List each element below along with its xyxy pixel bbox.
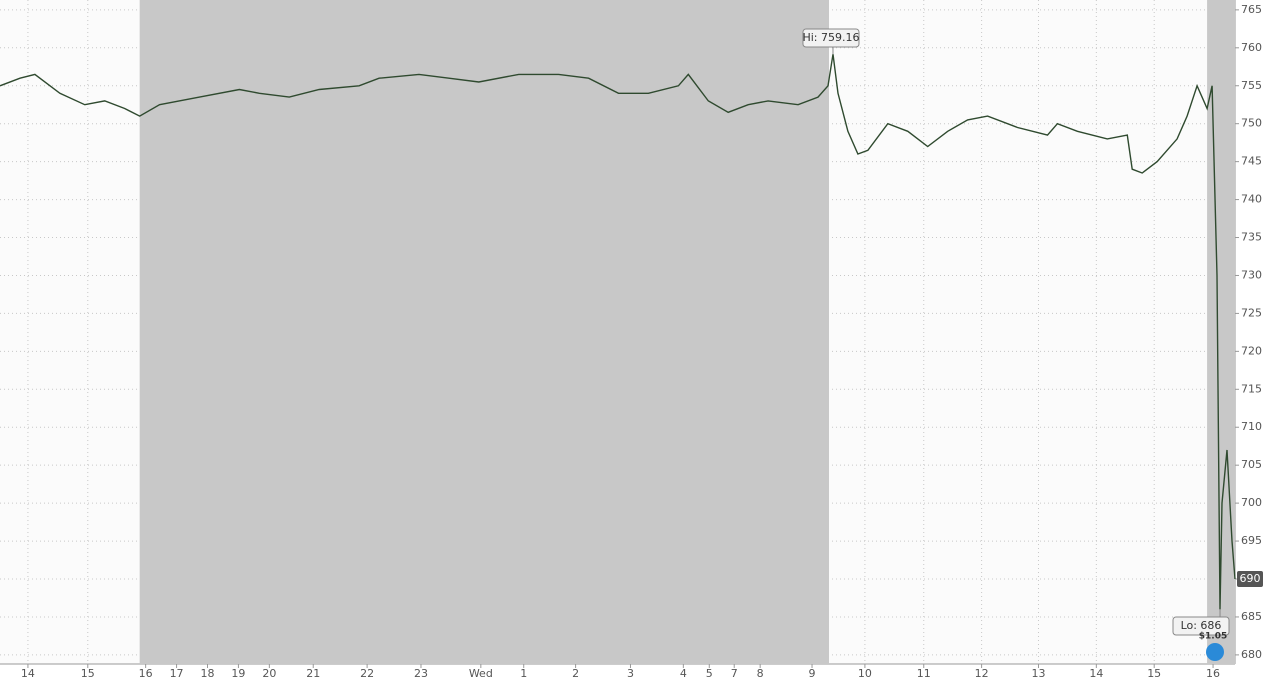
x-tick-label: 18	[200, 667, 214, 680]
x-tick-label: 16	[1206, 667, 1220, 680]
y-tick-label: 680	[1241, 648, 1262, 661]
y-tick-label: 735	[1241, 231, 1262, 244]
y-tick-label: 760	[1241, 41, 1262, 54]
y-tick-label: 705	[1241, 458, 1262, 471]
last-price-label: 690	[1240, 572, 1261, 585]
x-tick-label: 4	[680, 667, 687, 680]
x-tick-label: 14	[1089, 667, 1103, 680]
x-tick-label: 22	[360, 667, 374, 680]
x-tick-label: 19	[231, 667, 245, 680]
y-tick-label: 695	[1241, 534, 1262, 547]
x-tick-label: 23	[414, 667, 428, 680]
x-tick-label: 3	[627, 667, 634, 680]
event-icon	[1206, 643, 1224, 661]
y-tick-label: 725	[1241, 306, 1262, 319]
last-price-box	[1237, 571, 1263, 588]
y-tick-label: 715	[1241, 382, 1262, 395]
x-tick-label: 12	[975, 667, 989, 680]
y-tick-label: 730	[1241, 268, 1262, 281]
x-tick-label: 9	[809, 667, 816, 680]
x-tick-label: 10	[858, 667, 872, 680]
x-tick-label: 1	[520, 667, 527, 680]
y-tick-label: 740	[1241, 193, 1262, 206]
high-annotation: Hi: 759.16	[802, 28, 860, 55]
x-tick-label: Wed	[469, 667, 493, 680]
low-annotation-text: Lo: 686	[1181, 619, 1222, 632]
x-tick-label: 17	[170, 667, 184, 680]
session-shade	[139, 0, 829, 664]
x-tick-label: 20	[262, 667, 276, 680]
price-line	[0, 54, 1236, 610]
x-tick-label: 15	[81, 667, 95, 680]
low-annotation: Lo: 686	[1172, 609, 1230, 636]
x-tick-label: 2	[572, 667, 579, 680]
y-tick-label: 765	[1241, 3, 1262, 16]
y-tick-label: 685	[1241, 610, 1262, 623]
x-tick-label: 5	[706, 667, 713, 680]
y-tick-label: 745	[1241, 155, 1262, 168]
x-tick-label: 8	[757, 667, 764, 680]
y-tick-label: 710	[1241, 420, 1262, 433]
y-tick-label: 700	[1241, 496, 1262, 509]
x-tick-label: 14	[21, 667, 35, 680]
y-tick-label: 720	[1241, 344, 1262, 357]
y-tick-label: 755	[1241, 79, 1262, 92]
x-tick-label: 13	[1031, 667, 1045, 680]
x-tick-label: 15	[1147, 667, 1161, 680]
x-tick-label: 16	[139, 667, 153, 680]
high-annotation-text: Hi: 759.16	[802, 31, 859, 44]
low-annotation-box	[1172, 616, 1230, 636]
x-tick-label: 21	[306, 667, 320, 680]
x-tick-label: 11	[917, 667, 931, 680]
y-tick-label: 750	[1241, 117, 1262, 130]
event-label: $1.05	[1199, 632, 1227, 642]
high-annotation-box	[802, 28, 860, 48]
x-tick-label: 7	[731, 667, 738, 680]
